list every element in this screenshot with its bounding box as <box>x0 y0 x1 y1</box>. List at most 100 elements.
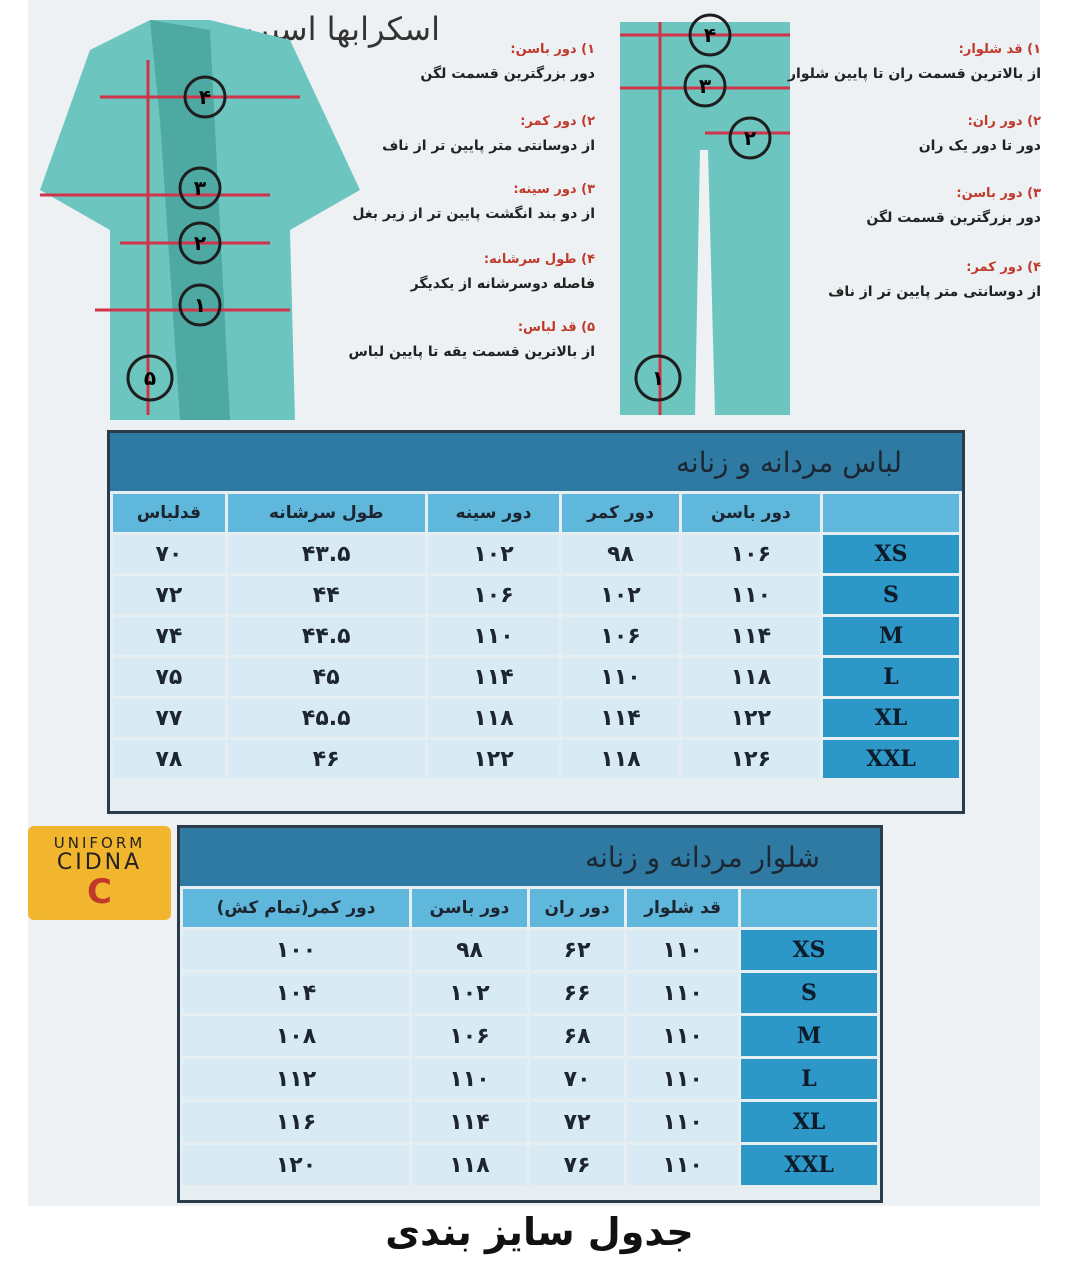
header-cell: قد شلوار <box>627 889 738 927</box>
shirt-placket <box>150 20 230 420</box>
size-cell: L <box>823 658 959 696</box>
note-title: ۳) دور باسن: <box>956 186 1041 201</box>
cell: ۱۱۴ <box>412 1102 527 1142</box>
cell: ۴۳.۵ <box>227 535 425 573</box>
note: ۱) قد شلوار: از بالاترین قسمت ران تا پایی… <box>788 38 1041 86</box>
shirt: ۴ ۳ ۲ ۱ ۵ <box>40 20 360 420</box>
cell: ۱۰۸ <box>183 1016 410 1056</box>
note: ۵) قد لباس: از بالاترین قسمت یقه تا پایین… <box>349 316 595 364</box>
cell: ۱۱۴ <box>427 658 560 696</box>
table-title: شلوار مردانه و زنانه <box>180 828 880 886</box>
row: XS ۱۱۰ ۶۲ ۹۸ ۱۰۰ <box>183 930 877 970</box>
header-cell: دور کمر <box>562 494 679 532</box>
cell: ۱۱۰ <box>681 576 820 614</box>
note-text: از دوسانتی متر پایین تر از ناف <box>828 284 1041 300</box>
cell: ۶۶ <box>529 973 625 1013</box>
size-cell: S <box>741 973 877 1013</box>
note: ۴) دور کمر: از دوسانتی متر پایین تر از نا… <box>828 256 1041 304</box>
cell: ۱۱۲ <box>183 1059 410 1099</box>
circle <box>178 283 222 327</box>
note: ۳) دور سینه: از دو بند انگشت پایین تر از … <box>352 178 595 226</box>
size-cell: XL <box>823 699 959 737</box>
cell: ۷۸ <box>113 740 225 778</box>
cell: ۱۲۰ <box>183 1145 410 1185</box>
row: XXL ۱۲۶ ۱۱۸ ۱۲۲ ۴۶ ۷۸ <box>113 740 959 778</box>
size-cell: L <box>741 1059 877 1099</box>
header-cell: طول سرشانه <box>227 494 425 532</box>
row: L ۱۱۸ ۱۱۰ ۱۱۴ ۴۵ ۷۵ <box>113 658 959 696</box>
row: M ۱۱۰ ۶۸ ۱۰۶ ۱۰۸ <box>183 1016 877 1056</box>
note-title: ۳) دور سینه: <box>513 182 595 197</box>
pants-lines <box>620 22 790 415</box>
cell: ۱۱۰ <box>627 973 738 1013</box>
cell: ۹۸ <box>412 930 527 970</box>
row: XL ۱۲۲ ۱۱۴ ۱۱۸ ۴۵.۵ ۷۷ <box>113 699 959 737</box>
pants-body <box>620 22 790 415</box>
size-cell: XS <box>823 535 959 573</box>
header-row: قد شلوار دور ران دور باسن دور کمر(تمام کش) <box>183 889 877 927</box>
note-title: ۱) قد شلوار: <box>958 42 1041 57</box>
circle <box>728 116 772 160</box>
row: S ۱۱۰ ۶۶ ۱۰۲ ۱۰۴ <box>183 973 877 1013</box>
note-title: ۱) دور باسن: <box>510 42 595 57</box>
cell: ۱۱۸ <box>427 699 560 737</box>
note-title: ۴) دور کمر: <box>966 260 1041 275</box>
cell: ۷۵ <box>113 658 225 696</box>
shirt-circles <box>126 75 227 402</box>
row: S ۱۱۰ ۱۰۲ ۱۰۶ ۴۴ ۷۲ <box>113 576 959 614</box>
cell: ۷۲ <box>529 1102 625 1142</box>
logo-line: CIDNA <box>56 850 143 875</box>
marker-label: ۱ <box>652 366 664 390</box>
header-row: دور باسن دور کمر دور سینه طول سرشانه قدلباس <box>113 494 959 532</box>
cell: ۱۲۲ <box>427 740 560 778</box>
note-title: ۲) دور ران: <box>967 114 1041 129</box>
header-cell: دور باسن <box>412 889 527 927</box>
cell: ۱۱۰ <box>427 617 560 655</box>
pants: ۴ ۳ ۲ ۱ <box>620 13 790 415</box>
cell: ۱۲۶ <box>681 740 820 778</box>
header-cell <box>741 889 877 927</box>
cell: ۱۱۸ <box>562 740 679 778</box>
header-cell: دور سینه <box>427 494 560 532</box>
note-title: ۵) قد لباس: <box>517 320 595 335</box>
footer-title: جدول سایز بندی <box>385 1210 694 1254</box>
row: XS ۱۰۶ ۹۸ ۱۰۲ ۴۳.۵ ۷۰ <box>113 535 959 573</box>
size-cell: S <box>823 576 959 614</box>
cell: ۱۰۲ <box>427 535 560 573</box>
note: ۲) دور ران: دور تا دور یک ران <box>919 110 1041 158</box>
size-cell: XXL <box>741 1145 877 1185</box>
illustrations: ۴ ۳ ۲ ۱ ۵ ۴ ۳ ۲ ۱ <box>40 13 790 420</box>
cell: ۷۲ <box>113 576 225 614</box>
row: XXL ۱۱۰ ۷۶ ۱۱۸ ۱۲۰ <box>183 1145 877 1185</box>
cell: ۱۱۶ <box>183 1102 410 1142</box>
note: ۱) دور باسن: دور بزرگترین قسمت لگن <box>420 38 595 86</box>
cell: ۷۷ <box>113 699 225 737</box>
note-title: ۲) دور کمر: <box>520 114 595 129</box>
circle <box>183 75 227 119</box>
circle <box>683 64 727 108</box>
header-cell <box>823 494 959 532</box>
note-text: فاصله دوسرشانه از یکدیگر <box>410 276 595 292</box>
note-text: از بالاترین قسمت یقه تا پایین لباس <box>348 344 595 360</box>
cell: ۴۴ <box>227 576 425 614</box>
cell: ۶۲ <box>529 930 625 970</box>
cell: ۱۰۶ <box>681 535 820 573</box>
cell: ۱۱۰ <box>562 658 679 696</box>
marker-label: ۲ <box>194 231 206 255</box>
marker-label: ۴ <box>199 85 211 109</box>
cell: ۱۱۰ <box>627 1145 738 1185</box>
cell: ۱۱۴ <box>681 617 820 655</box>
row: L ۱۱۰ ۷۰ ۱۱۰ ۱۱۲ <box>183 1059 877 1099</box>
cell: ۱۱۰ <box>627 930 738 970</box>
size-cell: XXL <box>823 740 959 778</box>
note-title: ۴) طول سرشانه: <box>483 252 595 267</box>
circle <box>126 354 174 402</box>
cell: ۱۱۰ <box>627 1059 738 1099</box>
circle <box>178 221 222 265</box>
size-cell: XL <box>741 1102 877 1142</box>
pants-table: شلوار مردانه و زنانه قد شلوار دور ران دور … <box>177 825 883 1203</box>
logo-mark: C <box>87 872 112 912</box>
cell: ۷۶ <box>529 1145 625 1185</box>
note-text: از دوسانتی متر پایین تر از ناف <box>382 138 595 154</box>
